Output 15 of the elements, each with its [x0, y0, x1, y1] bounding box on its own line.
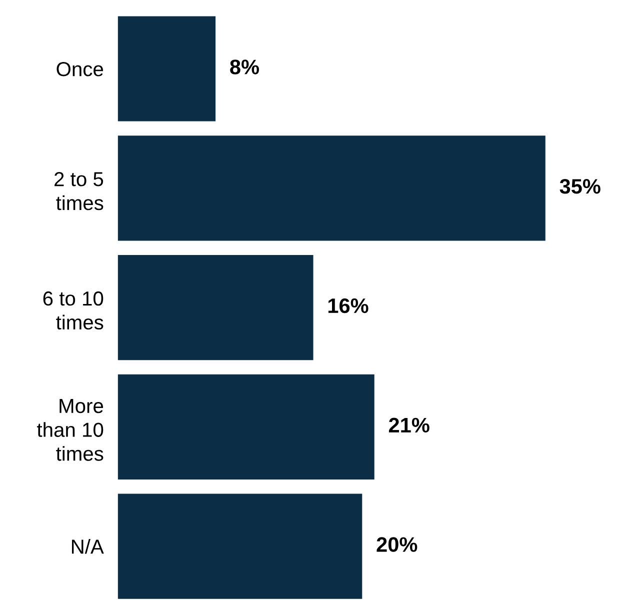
- bar: [118, 255, 314, 360]
- data-label: 8%: [230, 60, 259, 74]
- data-label: 20%: [376, 537, 418, 552]
- bar: [118, 16, 216, 122]
- data-label: 35%: [560, 179, 600, 194]
- bar: [118, 374, 374, 480]
- bar: [118, 136, 546, 241]
- y-tick-label: Once: [56, 62, 104, 76]
- y-tick-label: 6 to 10 times: [43, 291, 104, 330]
- data-label: 16%: [328, 298, 368, 314]
- bar: [118, 494, 362, 599]
- y-tick-label: N/A: [72, 539, 104, 554]
- data-label: 21%: [388, 418, 430, 432]
- y-tick-label: 2 to 5 times: [54, 172, 104, 210]
- y-tick-label: More than 10 times: [37, 399, 104, 461]
